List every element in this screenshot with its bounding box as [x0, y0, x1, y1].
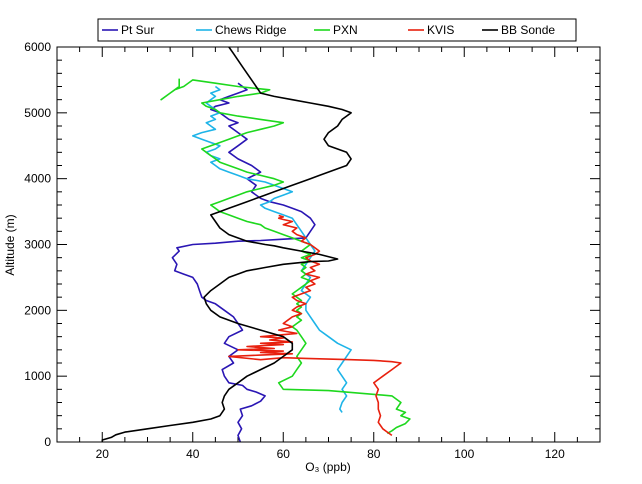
series-group — [101, 46, 411, 443]
y-tick-label: 2000 — [24, 303, 51, 317]
y-tick-label: 0 — [44, 435, 51, 449]
legend-label: KVIS — [427, 23, 454, 37]
series-line-pt-sur — [171, 82, 316, 443]
x-tick-label: 20 — [96, 447, 110, 461]
x-tick-label: 40 — [186, 447, 200, 461]
x-tick-label: 120 — [545, 447, 565, 461]
legend-label: Pt Sur — [121, 23, 154, 37]
y-tick-label: 6000 — [24, 40, 51, 54]
y-tick-label: 3000 — [24, 238, 51, 252]
plot-frame — [56, 46, 601, 443]
y-tick-label: 5000 — [24, 106, 51, 120]
legend-box — [97, 18, 577, 42]
y-tick-label: 1000 — [24, 369, 51, 383]
series-line-kvis — [228, 214, 402, 437]
axis-ticks — [56, 46, 601, 443]
legend-label: Chews Ridge — [215, 23, 287, 37]
x-tick-label: 60 — [277, 447, 291, 461]
series-line-chews-ridge — [192, 85, 352, 413]
x-axis-label: O₃ (ppb) — [305, 460, 351, 474]
y-tick-label: 4000 — [24, 172, 51, 186]
x-tick-label: 80 — [367, 447, 381, 461]
series-line-bb-sonde — [101, 46, 352, 442]
series-line-pxn — [160, 78, 411, 435]
legend-label: PXN — [333, 23, 358, 37]
legend-label: BB Sonde — [501, 23, 555, 37]
y-axis-label: Altitude (m) — [3, 214, 17, 275]
legend: Pt Sur Chews Ridge PXN KVIS BB Sonde — [97, 18, 577, 42]
x-tick-label: 100 — [454, 447, 474, 461]
tick-labels: 20 40 60 80 100 120 0 1000 2000 3000 4000 5000 6000 — [24, 40, 565, 461]
